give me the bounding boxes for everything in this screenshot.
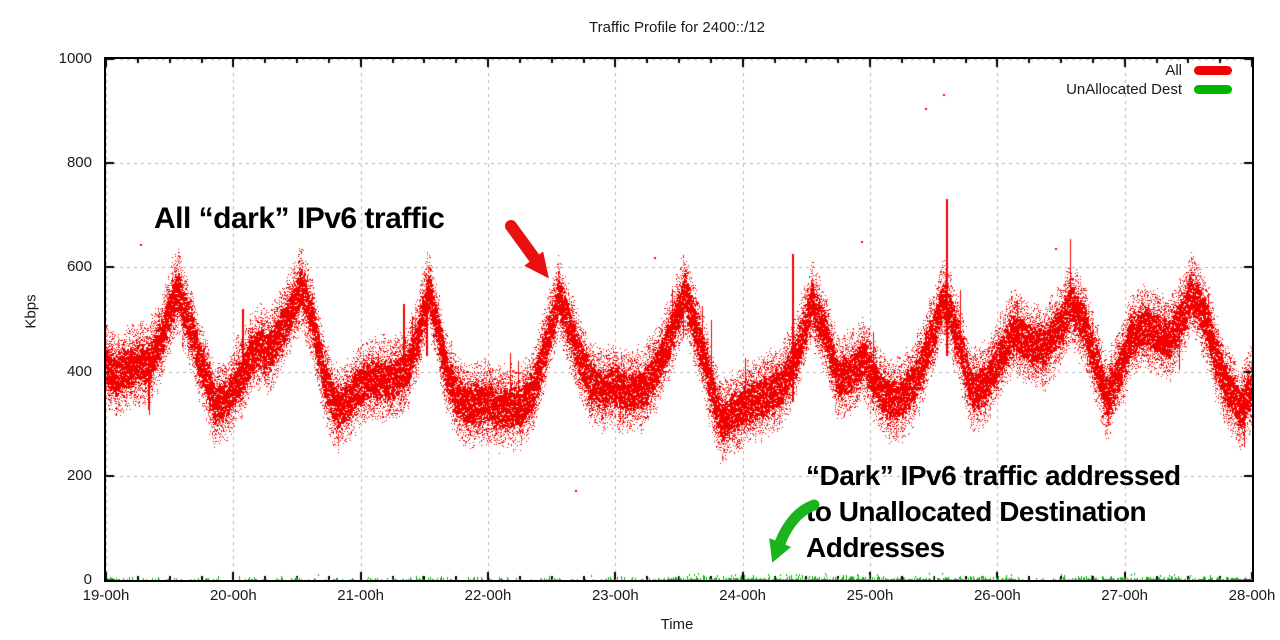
legend-item-label: All xyxy=(1165,62,1182,79)
x-tick-label: 22-00h xyxy=(464,587,512,604)
x-tick-label: 21-00h xyxy=(337,587,385,604)
y-tick-label: 800 xyxy=(66,154,92,172)
legend-item: UnAllocated Dest xyxy=(950,80,1232,99)
legend-item: All xyxy=(950,61,1232,80)
x-axis-label: Time xyxy=(660,616,694,633)
x-tick-label: 23-00h xyxy=(591,587,639,604)
legend: All UnAllocated Dest xyxy=(950,61,1232,99)
x-tick-label: 26-00h xyxy=(973,587,1021,604)
y-tick-label: 200 xyxy=(66,466,92,484)
y-tick-label: 400 xyxy=(66,362,92,380)
y-tick-label: 0 xyxy=(83,571,92,588)
annotation-unallocated-line1: “Dark” IPv6 traffic addressed xyxy=(806,460,1181,491)
annotation-unallocated-dest: “Dark” IPv6 traffic addressed to Unalloc… xyxy=(806,458,1181,566)
x-tick-label: 20-00h xyxy=(209,587,257,604)
annotation-all-dark-traffic: All “dark” IPv6 traffic xyxy=(154,202,445,235)
x-tick-label: 24-00h xyxy=(719,587,767,604)
annotation-unallocated-line3: Addresses xyxy=(806,532,945,563)
annotation-unallocated-line2: to Unallocated Destination xyxy=(806,496,1147,527)
plot-canvas xyxy=(106,59,1252,580)
legend-item-swatch xyxy=(1194,66,1232,75)
x-tick-label: 19-00h xyxy=(82,587,130,604)
y-tick-label: 1000 xyxy=(58,50,92,67)
legend-item-label: UnAllocated Dest xyxy=(1066,81,1182,98)
red-arrow-icon xyxy=(505,220,549,279)
y-axis-label: Kbps xyxy=(22,294,40,329)
x-tick-label: 28-00h xyxy=(1228,587,1276,604)
x-tick-label: 27-00h xyxy=(1101,587,1149,604)
green-arrow-icon xyxy=(769,499,820,563)
y-tick-label: 600 xyxy=(66,258,92,276)
x-tick-label: 25-00h xyxy=(846,587,894,604)
chart-title: Traffic Profile for 2400::/12 xyxy=(589,19,765,36)
plot-area xyxy=(104,57,1254,582)
legend-item-swatch xyxy=(1194,85,1232,94)
